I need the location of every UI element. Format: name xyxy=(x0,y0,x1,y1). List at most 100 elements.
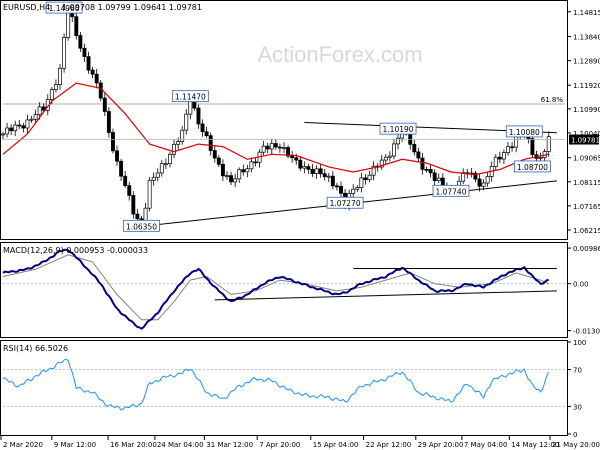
candle-body xyxy=(212,150,217,159)
candle-body xyxy=(334,185,339,188)
candle-body xyxy=(510,146,515,149)
price-label-box xyxy=(123,219,160,232)
price-label: 1.07270 xyxy=(330,199,361,208)
candle-body xyxy=(383,156,388,161)
price-label: 1.10190 xyxy=(383,125,414,134)
macd-trendline xyxy=(214,290,557,301)
candle-body xyxy=(98,82,103,99)
candle-body xyxy=(538,157,543,160)
price-y-tick-label: 1.10040 xyxy=(573,130,600,138)
candle-body xyxy=(86,56,91,71)
candle-body xyxy=(21,125,26,129)
candle-body xyxy=(33,114,38,120)
candle-body xyxy=(188,99,193,115)
price-y-tick-label: 1.14815 xyxy=(573,9,600,17)
x-tick-label: 24 Mar 04:00 xyxy=(157,441,204,449)
axis-layer: 1.14815 1.13840 1.12890 1.11920 1.10990 1.100… xyxy=(0,9,600,449)
x-tick-label: 16 Mar 20:00 xyxy=(110,441,157,449)
candle-body xyxy=(269,143,274,150)
candle-body xyxy=(225,175,229,177)
candle-body xyxy=(196,107,201,125)
candle-body xyxy=(147,179,152,209)
candle-body xyxy=(428,169,433,174)
price-label-box xyxy=(45,1,83,14)
x-tick-label: 14 May 12:00 xyxy=(511,441,559,449)
candle-body xyxy=(180,129,185,142)
price-y-tick-label: 1.08115 xyxy=(573,179,600,187)
candle-body xyxy=(151,176,156,181)
price-y-tick-label: 1.10990 xyxy=(573,106,600,114)
candle-body xyxy=(420,157,425,170)
candle-body xyxy=(290,155,295,159)
candle-body xyxy=(1,133,5,136)
candle-body xyxy=(216,157,221,165)
candle-body xyxy=(237,169,242,180)
watermark: ActionForex.com xyxy=(257,42,422,67)
candle-body xyxy=(233,178,238,183)
macd-signal-line xyxy=(2,254,549,321)
candle-body xyxy=(94,73,99,84)
candle-body xyxy=(123,175,128,187)
price-y-tick-label: 1.12890 xyxy=(573,58,600,66)
candle-body xyxy=(273,143,278,148)
price-y-tick-label: 1.07165 xyxy=(573,203,600,211)
macd-title: MACD(12,26,9) 0.000953 -0.000033 xyxy=(3,246,148,255)
candle-body xyxy=(392,143,396,157)
x-tick-label: 21 May 20:00 xyxy=(552,441,600,449)
candle-body xyxy=(53,84,58,90)
candle-body xyxy=(339,186,343,194)
candle-body xyxy=(416,151,421,159)
candle-body xyxy=(131,195,136,215)
price-label-box xyxy=(379,122,417,135)
candle-body xyxy=(102,97,107,112)
x-tick-label: 31 Mar 12:00 xyxy=(206,441,253,449)
candle-body xyxy=(355,187,360,190)
rsi-title: RSI(14) 66.5026 xyxy=(3,344,68,353)
candle-body xyxy=(506,146,510,153)
rsi-y-tick-label: 70 xyxy=(573,367,582,375)
current-price-tag xyxy=(569,134,599,145)
price-title: EURUSD,H4 xyxy=(3,3,50,12)
x-tick-label: 7 May 04:00 xyxy=(464,441,508,449)
candle-body xyxy=(37,106,42,115)
candle-body xyxy=(497,156,502,160)
candle-body xyxy=(5,127,10,135)
candle-body xyxy=(127,185,132,196)
price-y-tick-label: 1.09065 xyxy=(573,155,600,163)
candle-body xyxy=(387,155,392,158)
price-label: 1.08700 xyxy=(517,163,548,172)
candle-body xyxy=(17,124,22,127)
x-tick-label: 22 Apr 12:00 xyxy=(366,441,412,449)
price-label-box xyxy=(505,125,543,138)
candle-body xyxy=(286,147,291,157)
price-panel xyxy=(0,0,568,240)
candle-body xyxy=(111,132,115,152)
candle-body xyxy=(78,35,83,49)
moving-average-line xyxy=(2,82,549,176)
candle-body xyxy=(396,137,400,145)
price-label-box xyxy=(326,196,364,209)
price-label-box xyxy=(514,160,551,173)
candle-body xyxy=(115,150,119,162)
candle-body xyxy=(135,213,140,220)
candle-body xyxy=(322,173,327,178)
candle-body xyxy=(367,174,372,181)
candle-body xyxy=(29,118,34,121)
candle-body xyxy=(265,145,270,150)
candle-body xyxy=(306,166,311,170)
rsi-y-tick-label: 30 xyxy=(573,403,582,411)
price-label: 1.06350 xyxy=(126,222,157,231)
price-y-tick-label: 1.13840 xyxy=(573,34,600,42)
candle-body xyxy=(106,111,111,133)
candle-body xyxy=(229,175,234,183)
candle-body xyxy=(74,16,79,36)
candle-body xyxy=(440,177,445,187)
rsi-panel xyxy=(0,340,568,436)
candle-body xyxy=(477,178,482,187)
candle-body xyxy=(176,141,181,145)
candle-body xyxy=(172,143,176,155)
x-tick-label: 7 Apr 20:00 xyxy=(259,441,300,449)
macd-panel xyxy=(0,242,568,338)
candle-body xyxy=(163,163,168,166)
